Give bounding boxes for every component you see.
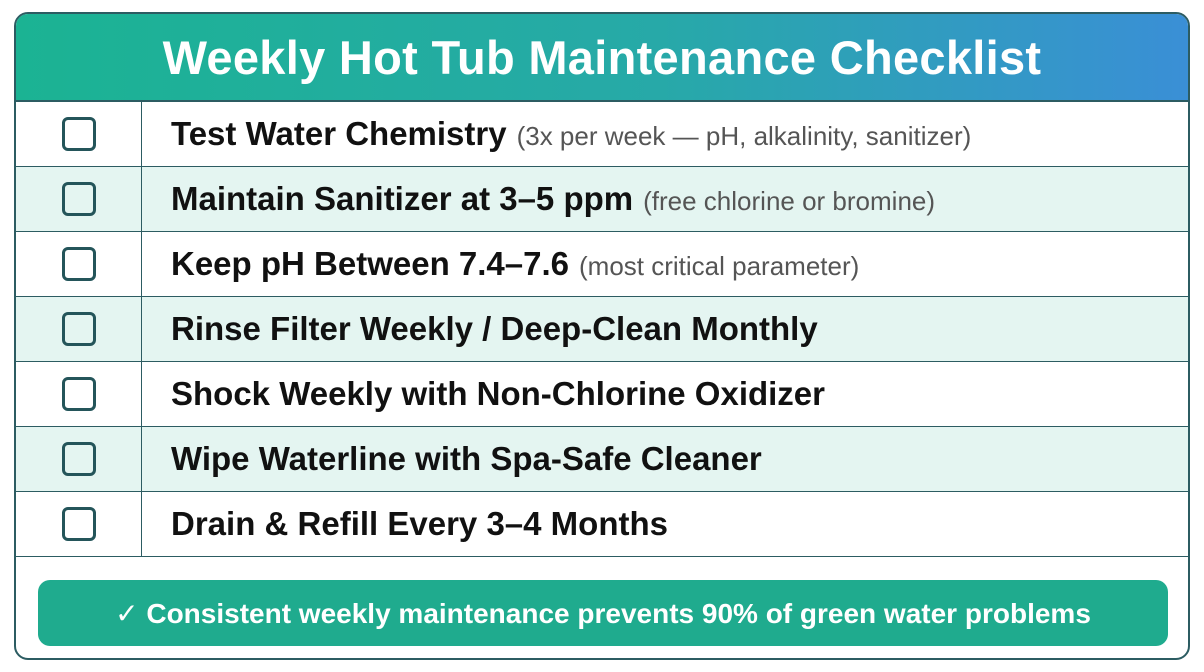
checklist-row: Shock Weekly with Non-Chlorine Oxidizer (16, 362, 1188, 427)
task-note: (3x per week — pH, alkalinity, sanitizer… (516, 121, 972, 151)
task-label: Wipe Waterline with Spa-Safe Cleaner (171, 440, 762, 477)
checklist-row: Keep pH Between 7.4–7.6 (most critical pa… (16, 232, 1188, 297)
item-text: Rinse Filter Weekly / Deep-Clean Monthly (142, 310, 818, 348)
header: Weekly Hot Tub Maintenance Checklist (16, 14, 1188, 102)
item-text: Wipe Waterline with Spa-Safe Cleaner (142, 440, 762, 478)
task-label: Rinse Filter Weekly / Deep-Clean Monthly (171, 310, 818, 347)
checkbox[interactable] (61, 182, 96, 216)
item-text: Shock Weekly with Non-Chlorine Oxidizer (142, 375, 825, 413)
checkbox[interactable] (61, 442, 96, 476)
checkbox-cell (16, 167, 142, 231)
task-label: Keep pH Between 7.4–7.6 (171, 245, 569, 282)
checklist-row: Rinse Filter Weekly / Deep-Clean Monthly (16, 297, 1188, 362)
footer-banner: ✓ Consistent weekly maintenance prevents… (38, 580, 1168, 646)
checklist: Test Water Chemistry (3x per week — pH, a… (16, 102, 1188, 557)
task-label: Drain & Refill Every 3–4 Months (171, 505, 668, 542)
checkbox-cell (16, 297, 142, 361)
item-text: Test Water Chemistry (3x per week — pH, a… (142, 115, 971, 153)
checkbox[interactable] (61, 377, 96, 411)
checkbox-cell (16, 362, 142, 426)
checkbox-cell (16, 492, 142, 556)
checkbox[interactable] (61, 117, 96, 151)
checkbox-cell (16, 102, 142, 166)
checkbox[interactable] (61, 247, 96, 281)
checklist-row: Test Water Chemistry (3x per week — pH, a… (16, 102, 1188, 167)
task-note: (most critical parameter) (579, 251, 860, 281)
checkbox-cell (16, 427, 142, 491)
checkbox[interactable] (61, 312, 96, 346)
checklist-row: Maintain Sanitizer at 3–5 ppm (free chlor… (16, 167, 1188, 232)
checklist-row: Wipe Waterline with Spa-Safe Cleaner (16, 427, 1188, 492)
task-note: (free chlorine or bromine) (643, 186, 936, 216)
task-label: Test Water Chemistry (171, 115, 507, 152)
checkbox[interactable] (61, 507, 96, 541)
item-text: Keep pH Between 7.4–7.6 (most critical pa… (142, 245, 859, 283)
item-text: Drain & Refill Every 3–4 Months (142, 505, 668, 543)
task-label: Shock Weekly with Non-Chlorine Oxidizer (171, 375, 826, 412)
task-label: Maintain Sanitizer at 3–5 ppm (171, 180, 634, 217)
checkbox-cell (16, 232, 142, 296)
item-text: Maintain Sanitizer at 3–5 ppm (free chlor… (142, 180, 935, 218)
checklist-card: Weekly Hot Tub Maintenance Checklist Tes… (14, 12, 1190, 660)
title: Weekly Hot Tub Maintenance Checklist (162, 30, 1042, 84)
checklist-row: Drain & Refill Every 3–4 Months (16, 492, 1188, 557)
